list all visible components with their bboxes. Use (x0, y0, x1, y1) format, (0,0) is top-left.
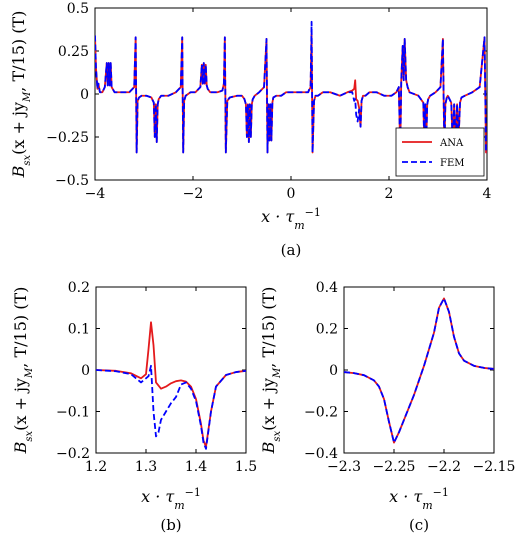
legend: ANA FEM (395, 127, 485, 177)
x-tick-label: −2.25 (373, 459, 416, 475)
y-tick-label: −0.1 (56, 405, 90, 421)
series-group (96, 321, 246, 450)
x-tick-label: −2 (183, 186, 204, 202)
y-tick-label: 0.4 (316, 280, 338, 296)
y-tick-label: −0.2 (56, 446, 90, 462)
series-line-fem (95, 20, 487, 154)
x-axis-label: x · τm−1 (141, 486, 201, 512)
y-tick-label: 0 (329, 363, 338, 379)
plot-frame (343, 286, 495, 454)
x-axis-label: x · τm−1 (261, 206, 321, 232)
y-axis-label: Bsx(x + jyM, T/15) (T) (259, 287, 283, 455)
y-tick-label: 0.5 (67, 1, 89, 17)
y-tick-label: −0.25 (46, 130, 89, 146)
y-tick-label: 0.25 (58, 44, 89, 60)
y-tick-label: 0 (81, 363, 90, 379)
y-tick-label: 0 (80, 87, 89, 103)
x-tick-label: −2.15 (473, 459, 516, 475)
x-tick-label: −2.2 (427, 459, 461, 475)
legend-entry: ANA (439, 138, 464, 149)
chart-panel-c: −2.3 −2.25 −2.2 −2.15 −0.4 −0.2 0 0.2 0.4 x · τm−… (259, 280, 515, 534)
x-axis-label: x · τm−1 (389, 486, 449, 512)
x-tick-label: 0 (287, 186, 296, 202)
x-tick-label: −4 (85, 186, 106, 202)
y-tick-label: 0.2 (316, 322, 338, 338)
series-line-fem (344, 297, 494, 444)
y-tick-label: 0.2 (68, 280, 90, 296)
x-tick-label: 1.2 (85, 459, 107, 475)
y-tick-label: 0.1 (68, 322, 90, 338)
x-tick-label: −2.3 (327, 459, 361, 475)
y-axis-label: Bsx(x + jyM, T/15) (T) (11, 287, 35, 455)
series-line-ana (96, 321, 246, 448)
chart-panel-a: −4 −2 0 2 4 −0.5 −0.25 0 0.25 0.5 x · τm−1 Bsx(x + … (9, 1, 492, 259)
x-tick-label: 1.3 (135, 459, 157, 475)
legend-entry: FEM (440, 158, 464, 169)
series-line-ana (344, 297, 494, 444)
y-tick-label: −0.2 (304, 405, 338, 421)
x-tick-label: 1.5 (235, 459, 257, 475)
x-tick-label: 2 (385, 186, 394, 202)
legend-box (395, 127, 485, 177)
series-line-fem (96, 364, 246, 450)
plot-frame (95, 286, 247, 454)
y-axis-label: Bsx(x + jyM, T/15) (T) (9, 11, 33, 179)
panel-label: (b) (160, 516, 181, 534)
panel-label: (c) (409, 516, 429, 534)
x-tick-label: 4 (483, 186, 492, 202)
y-tick-label: −0.5 (55, 173, 89, 189)
y-tick-label: −0.4 (304, 446, 338, 462)
chart-panel-b: 1.2 1.3 1.4 1.5 −0.2 −0.1 0 0.1 0.2 x · τm−1 Bsx(x… (11, 280, 257, 534)
panel-label: (a) (281, 241, 302, 259)
x-tick-label: 1.4 (185, 459, 207, 475)
series-group (344, 297, 494, 444)
